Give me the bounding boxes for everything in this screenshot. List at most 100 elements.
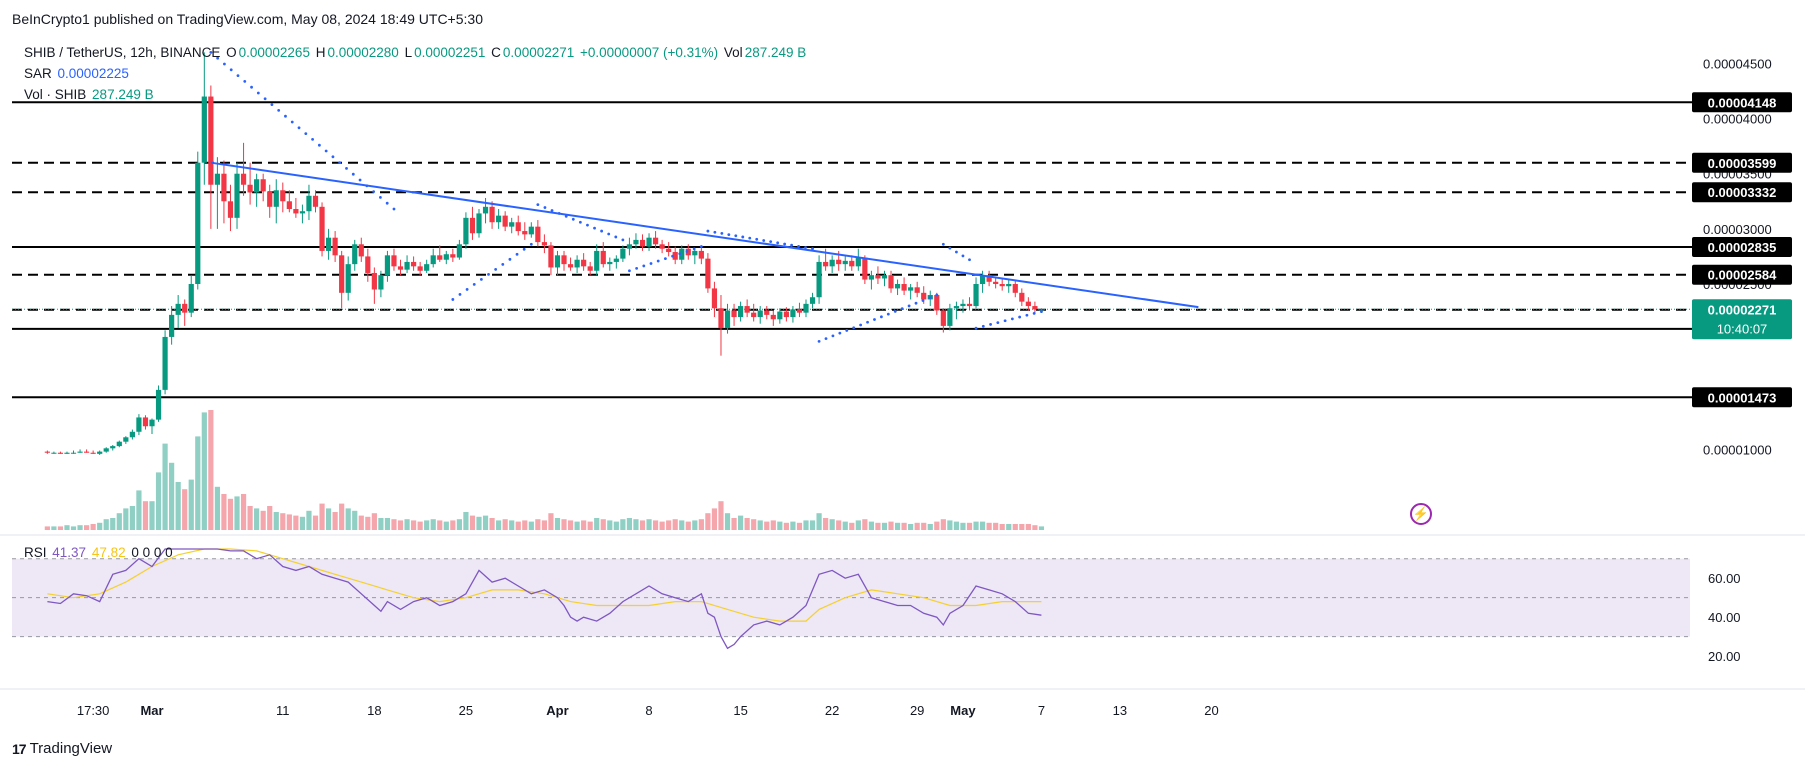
- volume-bar: [594, 518, 600, 530]
- volume-bar: [764, 521, 770, 530]
- volume-bar: [960, 522, 966, 530]
- candle-body: [993, 281, 999, 284]
- candle-body: [581, 259, 587, 267]
- volume-bar: [234, 496, 240, 530]
- brand-footer[interactable]: 17 TradingView: [12, 740, 112, 757]
- candle-body: [463, 217, 469, 245]
- candle-body: [404, 261, 410, 270]
- rsi-ma-value: 47.82: [91, 545, 126, 560]
- volume-bar: [973, 521, 979, 530]
- candle-body: [639, 239, 646, 247]
- candle: [567, 257, 574, 271]
- candle: [855, 248, 861, 271]
- candle: [966, 297, 973, 311]
- candle-body: [921, 292, 927, 300]
- volume-bar: [613, 521, 619, 530]
- candle: [587, 261, 593, 276]
- volume-bar: [1038, 526, 1045, 530]
- trendline[interactable]: [210, 161, 1199, 309]
- candle-body: [973, 284, 979, 307]
- candle-body: [267, 191, 273, 207]
- time-tick-label: 20: [1204, 703, 1218, 718]
- volume-bar: [1019, 524, 1025, 530]
- volume-bar: [515, 521, 521, 530]
- candle-body: [332, 237, 338, 256]
- candle-body: [809, 297, 816, 304]
- volume-bar: [195, 436, 201, 530]
- candle: [57, 451, 64, 454]
- candle-body: [692, 250, 698, 256]
- volume-legend[interactable]: Vol · SHIB 287.249 B: [24, 87, 156, 102]
- rsi-tick-label: 60.00: [1708, 571, 1741, 586]
- volume-bar: [509, 520, 515, 530]
- lightning-bolt-icon[interactable]: ⚡: [1410, 503, 1432, 525]
- candle: [908, 284, 914, 300]
- candle: [790, 306, 796, 323]
- volume-bar: [953, 521, 960, 530]
- ohlc-legend[interactable]: SHIB / TetherUS, 12h, BINANCE O 0.0000226…: [24, 45, 808, 60]
- volume-bar: [705, 513, 711, 530]
- candle-body: [881, 275, 888, 279]
- candle: [312, 190, 319, 213]
- time-tick-label: 8: [645, 703, 652, 718]
- sar-dot: [236, 74, 240, 78]
- sar-dot: [663, 257, 667, 261]
- rsi-value: 41.37: [52, 545, 87, 560]
- volume-bar: [751, 519, 757, 530]
- symbol-label[interactable]: SHIB / TetherUS, 12h, BINANCE: [24, 45, 221, 60]
- volume-bar: [424, 520, 430, 530]
- sar-dot: [921, 299, 925, 302]
- volume-bar: [1006, 524, 1012, 530]
- candle: [561, 250, 567, 271]
- sar-dot: [845, 329, 849, 332]
- candle: [227, 184, 234, 232]
- candle-body: [1012, 284, 1018, 293]
- candle-body: [44, 451, 50, 453]
- candle: [646, 233, 652, 251]
- sar-label: SAR: [24, 66, 52, 81]
- volume-bar: [711, 508, 718, 530]
- candle-body: [116, 441, 122, 447]
- volume-bar: [855, 520, 861, 530]
- candle: [188, 275, 194, 318]
- sar-dot: [741, 235, 745, 239]
- price-tick-label: 0.00004500: [1703, 56, 1772, 71]
- volume-bar: [979, 521, 986, 530]
- sar-dot: [797, 244, 800, 248]
- rsi-pane: [0, 534, 1805, 638]
- candle-body: [849, 260, 855, 267]
- sar-value: 0.00002225: [57, 66, 129, 81]
- price-axis[interactable]: 0.000045000.000040000.000035000.00003000…: [1703, 56, 1772, 664]
- volume-bar: [201, 412, 207, 530]
- candle: [280, 182, 286, 213]
- sar-dot: [811, 247, 814, 251]
- rsi-legend[interactable]: RSI 41.37 47.82 0 0 0 0: [24, 545, 175, 560]
- volume-bar: [489, 518, 495, 530]
- candle: [652, 231, 659, 249]
- candle-body: [306, 195, 312, 212]
- sar-dot: [678, 252, 682, 256]
- sar-dot: [713, 230, 717, 234]
- volume-bar: [587, 521, 593, 530]
- sar-dot: [974, 326, 978, 330]
- candle: [639, 234, 646, 251]
- time-tick-label: Apr: [546, 703, 568, 718]
- volume-label: Vol · SHIB: [24, 87, 87, 102]
- time-axis[interactable]: 17:30 Mar 11 18 25 Apr 8 15 22 29 May 7 13 20: [0, 688, 1805, 718]
- time-tick-label: 7: [1038, 703, 1045, 718]
- sar-dot: [621, 238, 625, 242]
- volume-bar: [607, 520, 613, 530]
- volume-bar: [842, 521, 848, 530]
- candle: [600, 242, 606, 268]
- current-price-tag: [1692, 299, 1792, 340]
- candle-body: [103, 448, 109, 452]
- candle-body: [620, 248, 626, 259]
- volume-bar: [254, 508, 260, 530]
- sar-dot: [536, 203, 540, 206]
- candle-body: [260, 179, 266, 192]
- sar-legend[interactable]: SAR 0.00002225: [24, 66, 131, 81]
- candle-body: [221, 173, 227, 202]
- volume-bar: [528, 521, 534, 530]
- candle-body: [371, 272, 377, 290]
